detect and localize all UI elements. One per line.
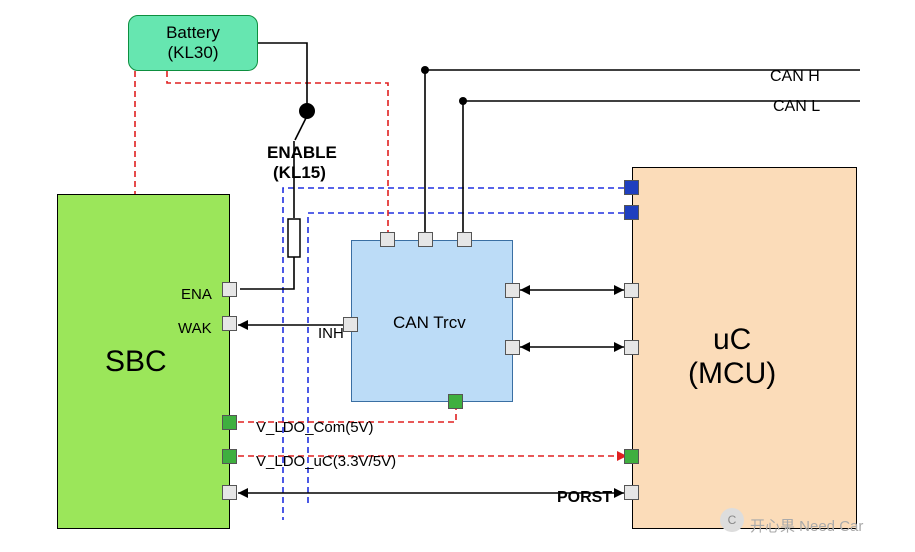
pin-sbc_vcom [222, 415, 237, 430]
canl-label: CAN L [773, 98, 820, 116]
diagram-canvas: Battery (KL30) SBC CAN Trcv uC (MCU) ENA… [0, 0, 915, 552]
battery-label-1: Battery [166, 23, 220, 43]
mcu-label-1: uC [688, 323, 776, 357]
watermark-icon: C [720, 508, 744, 532]
pin-trcv_top3 [457, 232, 472, 247]
pin-trcv_top2 [418, 232, 433, 247]
pin-trcv_r1 [505, 283, 520, 298]
mcu-label-2: (MCU) [688, 357, 776, 391]
inh-pin-label: INH [318, 325, 344, 342]
pin-mcu_vuc [624, 449, 639, 464]
wak-pin-label: WAK [178, 320, 212, 337]
pin-sbc_porst [222, 485, 237, 500]
vldo-uc-label: V_LDO_uC(3.3V/5V) [256, 453, 396, 470]
pin-sbc_ena [222, 282, 237, 297]
sbc-label: SBC [105, 345, 167, 379]
pin-trcv_r2 [505, 340, 520, 355]
pin-mcu_r2 [624, 340, 639, 355]
ena-pin-label: ENA [181, 286, 212, 303]
battery-block: Battery (KL30) [128, 15, 258, 71]
pin-mcu_blue2 [624, 205, 639, 220]
mcu-label: uC (MCU) [688, 323, 776, 391]
vldo-com-label: V_LDO_Com(5V) [256, 419, 374, 436]
canh-label: CAN H [770, 68, 820, 86]
pin-mcu_blue1 [624, 180, 639, 195]
kl15-label: (KL15) [273, 163, 326, 183]
pin-mcu_r1 [624, 283, 639, 298]
pin-mcu_porst [624, 485, 639, 500]
porst-label: PORST [557, 489, 612, 507]
pin-sbc_vuc [222, 449, 237, 464]
battery-label-2: (KL30) [166, 43, 220, 63]
pin-trcv_bot [448, 394, 463, 409]
pin-sbc_wak [222, 316, 237, 331]
enable-label: ENABLE [267, 143, 337, 163]
can-trcv-label: CAN Trcv [393, 313, 466, 333]
pin-trcv_top1 [380, 232, 395, 247]
watermark-text: 开心果 Need Car [750, 515, 863, 536]
pin-trcv_inh [343, 317, 358, 332]
